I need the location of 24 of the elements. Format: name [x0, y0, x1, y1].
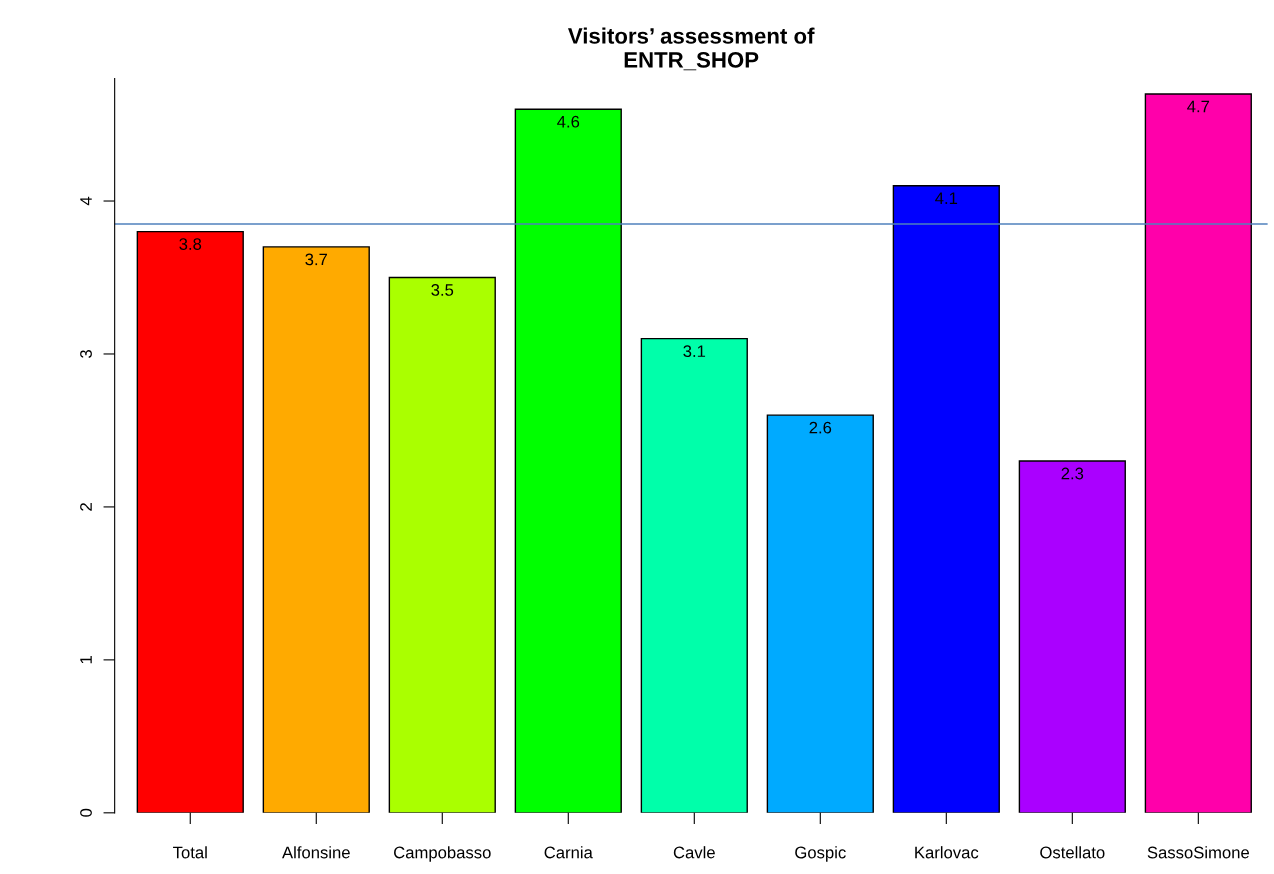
chart-title: Visitors’ assessment of ENTR_SHOP [567, 27, 815, 71]
x-tick-label: Karlovac [915, 846, 979, 859]
data-label: 4.7 [1187, 100, 1210, 113]
data-label: 2.3 [1061, 467, 1084, 480]
y-tick-label: 2 [80, 503, 92, 511]
y-tick-label: 3 [80, 350, 92, 358]
y-tick-label: 1 [80, 656, 92, 664]
x-tick-label: Ostellato [1040, 846, 1105, 859]
data-label: 3.8 [179, 238, 202, 250]
data-label: 2.6 [809, 421, 832, 434]
data-label: 3.7 [305, 253, 328, 266]
data-label: 3.5 [431, 284, 454, 296]
y-tick-label: 0 [80, 808, 92, 817]
data-label: 4.1 [935, 192, 958, 204]
x-tick-label: Campobasso [394, 846, 491, 862]
x-tick-label: Total [173, 846, 207, 859]
x-tick-label: SassoSimone [1147, 846, 1249, 859]
data-label: 4.6 [557, 115, 580, 128]
x-tick-label: Alfonsine [282, 846, 350, 859]
x-tick-label: Carnia [544, 846, 593, 859]
data-label: 3.1 [683, 345, 706, 358]
x-tick-label: Cavle [673, 846, 715, 859]
y-tick-label: 4 [80, 196, 92, 206]
x-tick-label: Gospic [795, 846, 846, 862]
